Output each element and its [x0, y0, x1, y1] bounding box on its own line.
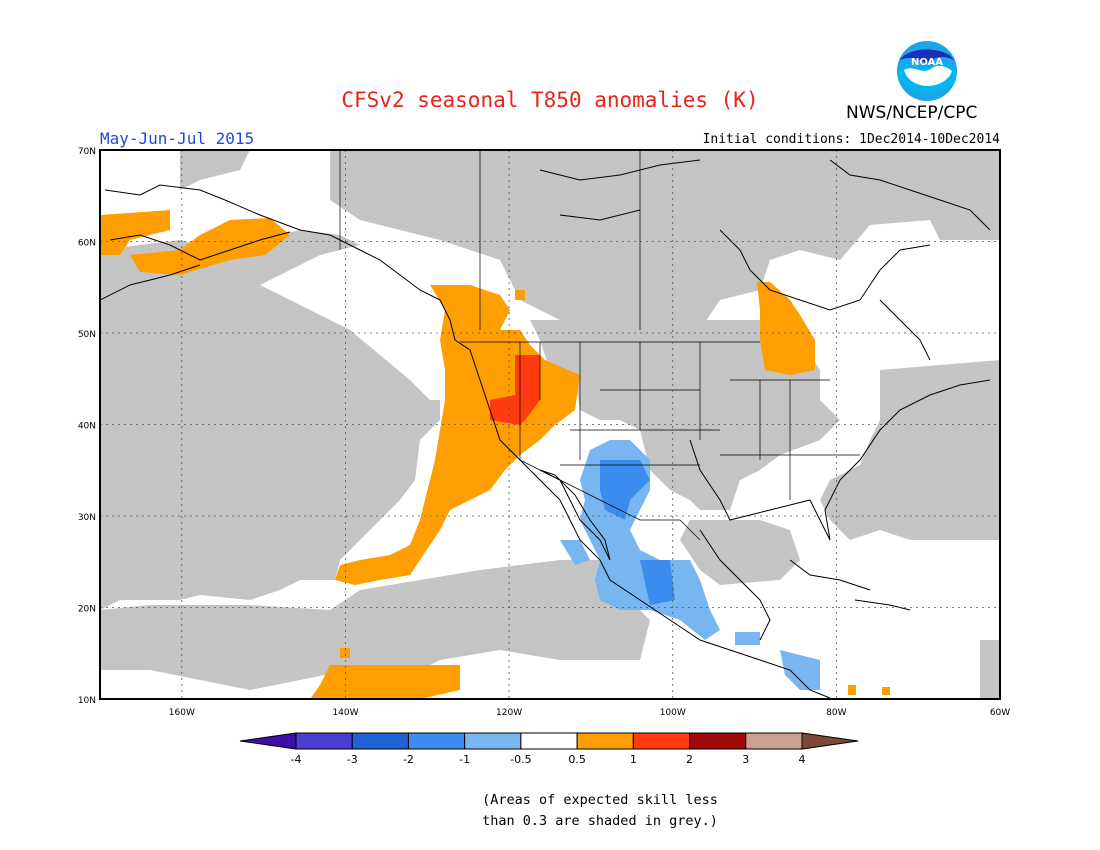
initial-conditions-label: Initial conditions: 1Dec2014-10Dec2014 [702, 132, 1000, 147]
colorbar-swatch [576, 732, 634, 750]
coastlines-and-borders [100, 159, 991, 699]
lat-tick-label: 30N [78, 513, 96, 523]
colorbar-level-label: 4 [799, 753, 806, 766]
lon-tick-label: 140W [332, 708, 358, 718]
colorbar-swatch [689, 732, 747, 750]
season-label: May-Jun-Jul 2015 [100, 129, 255, 148]
colorbar-level-label: 3 [742, 753, 749, 766]
lon-tick-label: 120W [496, 708, 522, 718]
colorbar-high-extension [801, 732, 859, 750]
colorbar-swatch [407, 732, 466, 750]
color-legend: -4 -3 -2 -1 -0.5 0.5 1 2 3 4 [239, 732, 859, 766]
latitude-labels: 70N 60N 50N 40N 30N 20N 10N [78, 147, 96, 706]
lat-tick-label: 50N [78, 330, 96, 340]
colorbar-level-label: -3 [347, 753, 358, 766]
colorbar-swatch [351, 732, 409, 750]
political-borders [339, 150, 860, 541]
colorbar-swatch [464, 732, 522, 750]
lat-tick-label: 10N [78, 696, 96, 706]
colorbar-level-label: -2 [403, 753, 414, 766]
colorbar-level-label: -4 [291, 753, 302, 766]
colorbar-swatch [295, 732, 353, 750]
colorbar-swatch [745, 732, 803, 750]
negative-anomaly-shading [560, 440, 820, 690]
lat-tick-label: 40N [78, 422, 96, 432]
longitude-labels: 160W 140W 120W 100W 80W 60W [169, 708, 1010, 718]
lon-tick-label: 100W [660, 708, 686, 718]
colorbar-level-label: 2 [686, 753, 693, 766]
footnote-line-1: (Areas of expected skill less [482, 792, 718, 808]
logo-text: NOAA [911, 57, 943, 68]
positive-anomaly-shading [100, 210, 890, 699]
chart-title: CFSv2 seasonal T850 anomalies (K) [341, 88, 759, 112]
colorbar-low-extension [239, 732, 297, 750]
lon-tick-label: 80W [826, 708, 846, 718]
footnote-line-2: than 0.3 are shaded in grey.) [482, 813, 718, 829]
colorbar-level-label: -1 [459, 753, 470, 766]
colorbar-level-label: 0.5 [568, 753, 586, 766]
lat-tick-label: 20N [78, 605, 96, 615]
lon-tick-label: 60W [990, 708, 1010, 718]
map-frame [99, 149, 1001, 700]
colorbar-swatch [520, 732, 578, 750]
noaa-logo: NOAA [897, 41, 957, 101]
skill-footnote: (Areas of expected skill less than 0.3 a… [0, 790, 1100, 832]
organization-label: NWS/NCEP/CPC [846, 103, 978, 123]
colorbar-swatch [632, 732, 691, 750]
lon-tick-label: 160W [169, 708, 195, 718]
colorbar-level-label: 1 [630, 753, 637, 766]
lat-lon-grid [100, 150, 1000, 699]
lat-tick-label: 60N [78, 239, 96, 249]
low-skill-shading [100, 150, 1000, 699]
lat-tick-label: 70N [78, 147, 96, 157]
colorbar-level-label: -0.5 [510, 753, 531, 766]
